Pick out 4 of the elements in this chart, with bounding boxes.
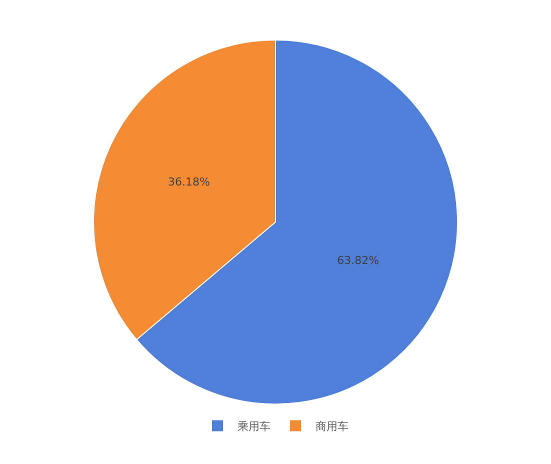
legend-label: 商用车: [316, 420, 348, 434]
data-label: 63.82%: [337, 254, 380, 267]
data-label: 36.18%: [168, 175, 210, 188]
legend-label: 乘用车: [238, 420, 270, 434]
